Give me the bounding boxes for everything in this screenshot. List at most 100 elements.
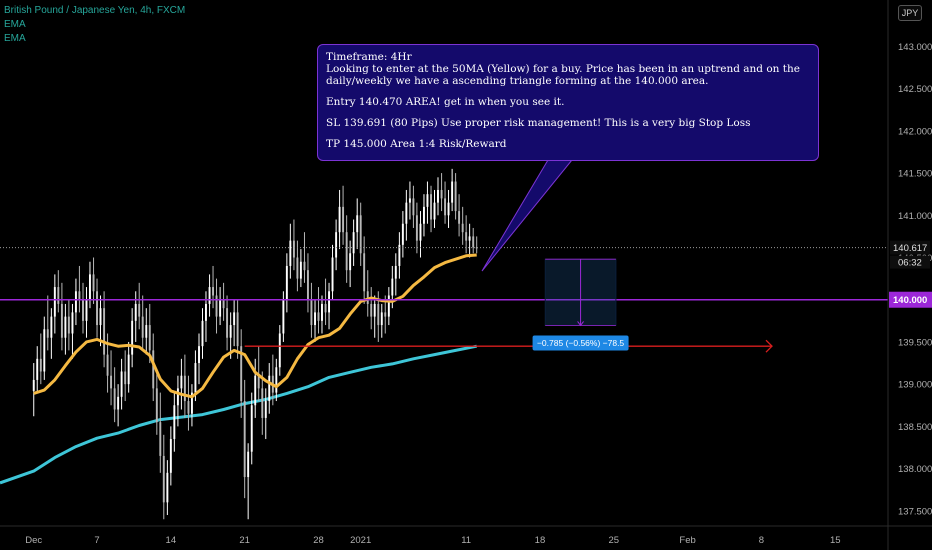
candle-body: [222, 299, 225, 309]
candle-body: [117, 396, 120, 410]
candle-body: [134, 303, 137, 321]
candle-body: [46, 329, 49, 338]
candle-body: [67, 316, 70, 334]
callout-title: Timeframe: 4Hr: [326, 51, 412, 63]
candle-body: [71, 312, 74, 334]
candle-body: [247, 451, 250, 478]
candle-body: [310, 299, 313, 326]
candle-body: [138, 303, 141, 317]
current-price-tag: [890, 240, 930, 255]
candle-body: [106, 354, 109, 376]
ema-legend-2[interactable]: EMA: [4, 33, 26, 44]
y-tick-label: 141.500: [898, 169, 932, 180]
candle-body: [377, 303, 380, 326]
candle-body: [345, 232, 348, 271]
candle-body: [57, 287, 60, 304]
candle-body: [240, 346, 243, 402]
candle-body: [257, 375, 260, 389]
current-price-label: 140.617: [893, 243, 927, 254]
candle-body: [99, 308, 102, 326]
ema-fast-line: [33, 253, 477, 399]
candle-body: [64, 316, 67, 338]
x-tick-label: 8: [759, 535, 764, 546]
candle-body: [152, 350, 155, 389]
x-tick-label: 21: [239, 535, 250, 546]
candle-body: [278, 333, 281, 368]
candle-body: [82, 299, 84, 321]
candle-body: [159, 422, 162, 456]
y-tick-label: 142.000: [898, 126, 932, 137]
candle-body: [338, 206, 341, 233]
candle-body: [426, 194, 429, 207]
candle-body: [299, 261, 302, 279]
candle-body: [155, 388, 158, 423]
candle-body: [370, 303, 373, 317]
y-tick-label: 142.500: [898, 84, 932, 95]
candle-body: [78, 291, 81, 300]
candle-body: [198, 346, 200, 364]
candle-body: [113, 388, 116, 410]
candle-body: [282, 299, 285, 334]
candle-body: [261, 388, 264, 418]
x-tick-label: 11: [461, 535, 471, 546]
candle-body: [380, 312, 383, 326]
candle-body: [120, 371, 123, 397]
candle-body: [408, 198, 411, 203]
ema-slow-series: [0, 344, 477, 485]
symbol-title[interactable]: British Pound / Japanese Yen, 4h, FXCM: [4, 5, 186, 16]
candle-body: [285, 265, 288, 300]
candle-body: [412, 198, 415, 216]
candle-body: [162, 455, 165, 503]
drawing-overlays[interactable]: −0.785 (−0.56%) −78.5: [0, 159, 888, 353]
trade-idea-callout[interactable]: Timeframe: 4Hr Looking to enter at the 5…: [317, 44, 819, 161]
arrow-head-icon: [765, 339, 773, 353]
candle-body: [85, 299, 88, 321]
callout-take-profit: TP 145.000 Area 1:4 Risk/Reward: [326, 138, 507, 150]
candle-body: [342, 206, 345, 233]
candle-body: [268, 375, 271, 402]
candle-body: [451, 181, 454, 203]
candle-body: [36, 358, 39, 380]
ema-legend-1[interactable]: EMA: [4, 19, 26, 30]
y-tick-label: 138.500: [898, 422, 932, 433]
countdown-label: 06:32: [898, 258, 922, 269]
candle-body: [394, 265, 397, 279]
candle-body: [363, 253, 366, 292]
candle-body: [321, 303, 323, 321]
candle-body: [324, 303, 327, 313]
candle-body: [176, 388, 179, 406]
candle-body: [303, 261, 306, 271]
candle-body: [169, 439, 172, 473]
candle-body: [229, 325, 232, 338]
x-tick-label: 25: [609, 535, 620, 546]
y-tick-label: 138.000: [898, 464, 932, 475]
candle-body: [349, 253, 352, 271]
candle-body: [208, 287, 211, 304]
x-tick-label: 2021: [350, 535, 371, 546]
ema-slow-line: [0, 344, 477, 485]
candle-body: [465, 232, 468, 241]
currency-button[interactable]: JPY: [898, 5, 922, 21]
candle-body: [454, 181, 457, 212]
candle-body: [401, 223, 404, 245]
countdown-tag: [890, 255, 930, 269]
candle-body: [444, 198, 447, 216]
level-price-tag: [889, 291, 932, 308]
candle-body: [331, 257, 334, 292]
time-axis: Dec 7 14 21 28 2021 11 18 25 Feb 8 15: [0, 525, 932, 546]
candle-body: [447, 202, 450, 216]
candle-body: [468, 236, 471, 241]
candle-body: [398, 244, 401, 266]
candle-body: [131, 320, 134, 355]
candle-body: [264, 401, 267, 418]
callout-stop-loss: SL 139.691 (80 Pips) Use proper risk man…: [326, 117, 751, 129]
candle-body: [433, 202, 436, 220]
candle-body: [384, 312, 387, 317]
x-tick-label: 14: [166, 535, 177, 546]
candle-body: [415, 215, 418, 241]
y-tick-label: 141.000: [898, 211, 932, 222]
candle-body: [215, 295, 218, 317]
candle-body: [183, 375, 186, 402]
candles: [32, 168, 478, 520]
